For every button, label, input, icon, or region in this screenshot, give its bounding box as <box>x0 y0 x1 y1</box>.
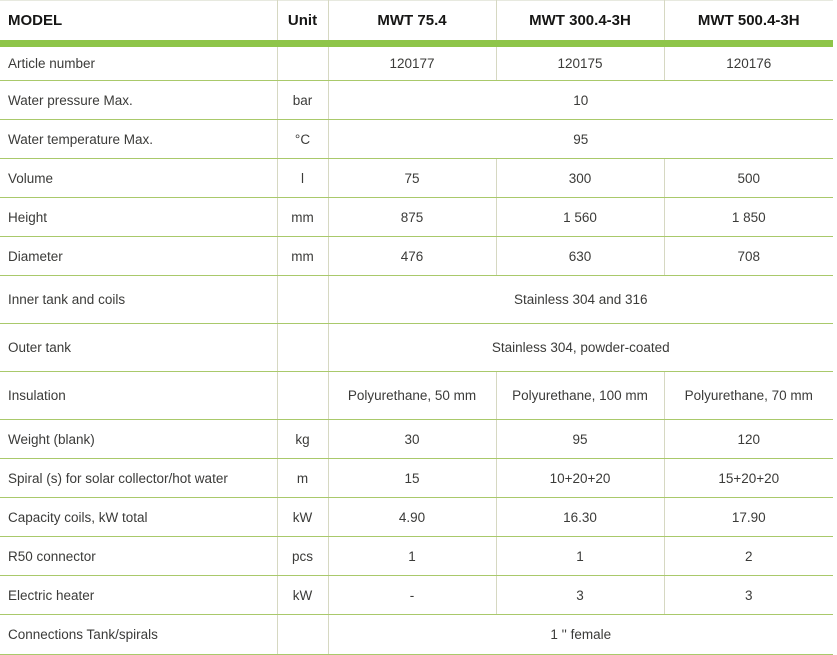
row-unit: kW <box>277 497 329 537</box>
row-unit <box>277 371 329 420</box>
row-value: Polyurethane, 100 mm <box>496 371 665 420</box>
table-row-capacity-coils: Capacity coils, kW total kW 4.90 16.30 1… <box>0 497 833 537</box>
row-value: 10+20+20 <box>496 458 665 498</box>
row-value: Polyurethane, 50 mm <box>328 371 497 420</box>
row-label: Inner tank and coils <box>0 275 278 324</box>
row-value: 4.90 <box>328 497 497 537</box>
row-unit: pcs <box>277 536 329 576</box>
row-value: 500 <box>664 158 833 198</box>
row-unit: mm <box>277 197 329 237</box>
row-value: 30 <box>328 419 497 459</box>
row-label: Height <box>0 197 278 237</box>
row-label: Article number <box>0 43 278 81</box>
row-value: Polyurethane, 70 mm <box>664 371 833 420</box>
row-label: Outer tank <box>0 323 278 372</box>
row-unit: kW <box>277 575 329 615</box>
table-row-outer-tank: Outer tank Stainless 304, powder-coated <box>0 323 833 372</box>
row-value: 95 <box>496 419 665 459</box>
row-value: 15 <box>328 458 497 498</box>
row-value: 1 850 <box>664 197 833 237</box>
row-value-merged: Stainless 304 and 316 <box>328 275 833 324</box>
column-header-mwt-300-4-3h: MWT 300.4-3H <box>496 0 665 47</box>
row-value: 476 <box>328 236 497 276</box>
table-row-diameter: Diameter mm 476 630 708 <box>0 236 833 276</box>
row-value: 17.90 <box>664 497 833 537</box>
table-row-water-pressure-max: Water pressure Max. bar 10 <box>0 80 833 120</box>
row-value: 875 <box>328 197 497 237</box>
row-value: 1 <box>496 536 665 576</box>
row-unit: m <box>277 458 329 498</box>
row-value: 630 <box>496 236 665 276</box>
row-value: 1 560 <box>496 197 665 237</box>
row-value: - <box>328 575 497 615</box>
column-header-unit: Unit <box>277 0 329 47</box>
row-label: Insulation <box>0 371 278 420</box>
row-label: Water pressure Max. <box>0 80 278 120</box>
row-label: R50 connector <box>0 536 278 576</box>
table-row-r50-connector: R50 connector pcs 1 1 2 <box>0 536 833 576</box>
row-value: 75 <box>328 158 497 198</box>
row-value: 1 <box>328 536 497 576</box>
row-value-merged: 1 '' female <box>328 614 833 655</box>
table-row-height: Height mm 875 1 560 1 850 <box>0 197 833 237</box>
table-row-insulation: Insulation Polyurethane, 50 mm Polyureth… <box>0 371 833 420</box>
row-unit <box>277 323 329 372</box>
row-value: 15+20+20 <box>664 458 833 498</box>
row-value: 2 <box>664 536 833 576</box>
header-row: MODEL Unit MWT 75.4 MWT 300.4-3H MWT 500… <box>0 0 833 47</box>
row-value: 120177 <box>328 43 497 81</box>
table-row-inner-tank-and-coils: Inner tank and coils Stainless 304 and 3… <box>0 275 833 324</box>
row-unit: mm <box>277 236 329 276</box>
table-row-weight-blank: Weight (blank) kg 30 95 120 <box>0 419 833 459</box>
row-label: Electric heater <box>0 575 278 615</box>
row-label: Water temperature Max. <box>0 119 278 159</box>
column-header-model: MODEL <box>0 0 278 47</box>
row-label: Connections Tank/spirals <box>0 614 278 655</box>
row-value: 120175 <box>496 43 665 81</box>
row-value-merged: Stainless 304, powder-coated <box>328 323 833 372</box>
row-value: 300 <box>496 158 665 198</box>
row-label: Volume <box>0 158 278 198</box>
row-unit <box>277 43 329 81</box>
row-unit: kg <box>277 419 329 459</box>
table-row-electric-heater: Electric heater kW - 3 3 <box>0 575 833 615</box>
row-unit: bar <box>277 80 329 120</box>
row-label: Diameter <box>0 236 278 276</box>
column-header-mwt-500-4-3h: MWT 500.4-3H <box>664 0 833 47</box>
table-row-connections-tank-spirals: Connections Tank/spirals 1 '' female <box>0 614 833 655</box>
table-row-water-temperature-max: Water temperature Max. °C 95 <box>0 119 833 159</box>
row-unit <box>277 275 329 324</box>
row-label: Spiral (s) for solar collector/hot water <box>0 458 278 498</box>
row-value: 120176 <box>664 43 833 81</box>
row-value: 3 <box>496 575 665 615</box>
row-unit: l <box>277 158 329 198</box>
row-label: Weight (blank) <box>0 419 278 459</box>
table-row-article-number: Article number 120177 120175 120176 <box>0 43 833 81</box>
column-header-mwt-75-4: MWT 75.4 <box>328 0 497 47</box>
row-value: 120 <box>664 419 833 459</box>
row-label: Capacity coils, kW total <box>0 497 278 537</box>
table-row-spirals-solar-collector: Spiral (s) for solar collector/hot water… <box>0 458 833 498</box>
row-value: 3 <box>664 575 833 615</box>
row-value: 708 <box>664 236 833 276</box>
row-value-merged: 95 <box>328 119 833 159</box>
row-unit <box>277 614 329 655</box>
row-value-merged: 10 <box>328 80 833 120</box>
row-unit: °C <box>277 119 329 159</box>
table-row-volume: Volume l 75 300 500 <box>0 158 833 198</box>
row-value: 16.30 <box>496 497 665 537</box>
